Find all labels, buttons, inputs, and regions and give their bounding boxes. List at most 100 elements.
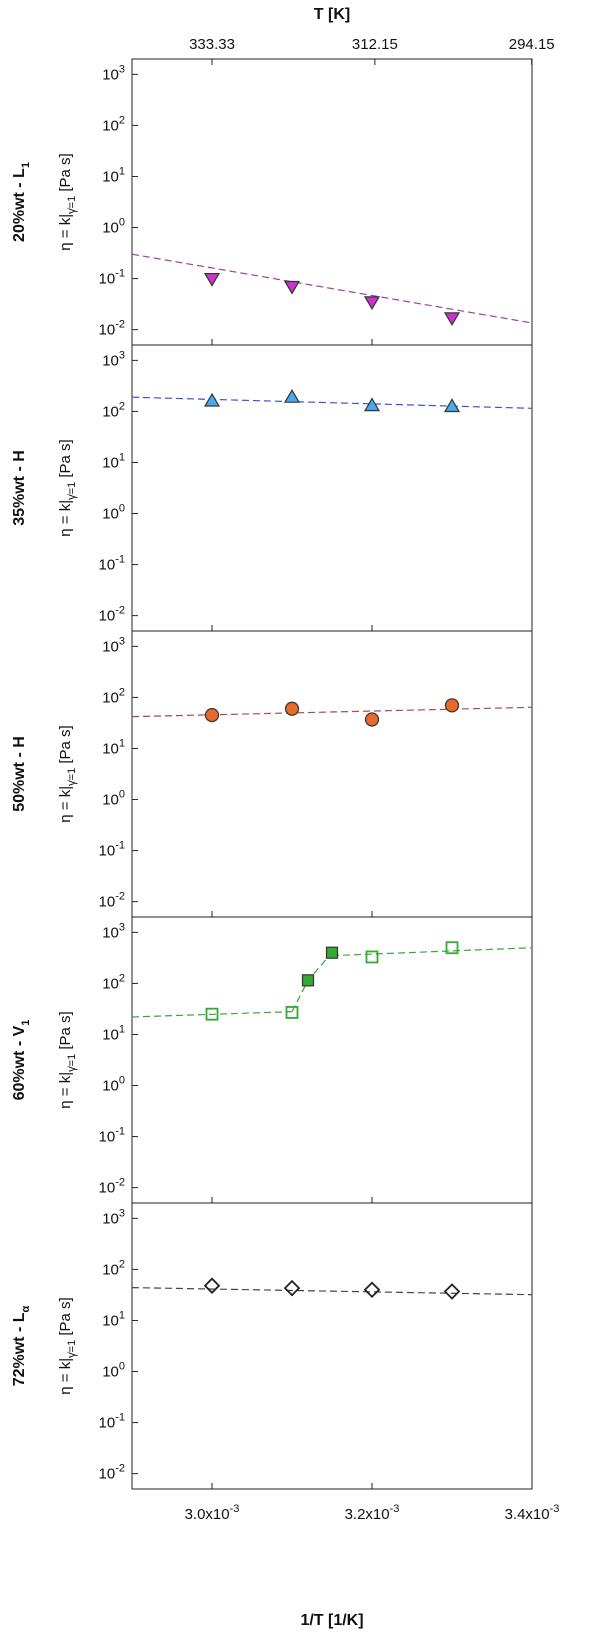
y-tick-label: 102	[102, 1258, 125, 1278]
panel-frame	[131, 1202, 533, 1490]
panel-series-label: 72%wt - Lα	[11, 1305, 32, 1386]
y-tick-exponent: 0	[119, 503, 125, 515]
fit-line	[131, 396, 533, 409]
panel-frame	[131, 630, 533, 918]
y-tick-exponent: -1	[115, 1126, 125, 1138]
panels-layer: 333.33 312.15 294.1510-210-1100101102103η …	[11, 36, 559, 1523]
y-tick-exponent: 1	[119, 737, 125, 749]
data-point	[443, 1283, 461, 1300]
y-tick-base: 10	[102, 689, 119, 706]
y-tick-exponent: -1	[115, 268, 125, 280]
y-tick-base: 10	[99, 894, 116, 911]
y-tick-exponent: 1	[119, 1309, 125, 1321]
panel-series-label: 50%wt - H	[11, 736, 28, 812]
panel-series-label-main: 20%wt - L	[11, 168, 28, 242]
fit-line	[131, 253, 533, 324]
data-point	[203, 392, 221, 407]
data-point	[363, 296, 381, 311]
top-axis-tick-label: 333.33	[189, 36, 235, 53]
y-tick-exponent: 2	[119, 400, 125, 412]
y-tick-base: 10	[102, 1078, 119, 1095]
y-tick-exponent: -1	[115, 1412, 125, 1424]
panel-series-label: 60%wt - V1	[11, 1020, 32, 1101]
y-axis-label-subscript: γ̇=1	[66, 1340, 78, 1358]
y-tick-exponent: 2	[119, 686, 125, 698]
x-tick-mantissa: 3.0x10	[185, 1506, 230, 1523]
data-point	[364, 712, 380, 727]
y-tick-label: 101	[102, 451, 125, 471]
y-tick-base: 10	[99, 843, 116, 860]
y-tick-label: 10-2	[99, 605, 125, 625]
x-tick-exponent: -3	[550, 1503, 560, 1515]
y-tick-label: 10-2	[99, 1177, 125, 1197]
x-tick-mantissa: 3.4x10	[505, 1506, 550, 1523]
y-tick-base: 10	[102, 1026, 119, 1043]
y-tick-base: 10	[102, 506, 119, 523]
y-axis-label: η = k|γ̇=1 [Pa s]	[57, 725, 78, 822]
data-point	[205, 1007, 219, 1021]
y-tick-exponent: -2	[115, 891, 125, 903]
x-tick-label: 3.0x10-3	[185, 1503, 240, 1523]
panel-series-label-subscript: α	[20, 1305, 32, 1312]
y-tick-exponent: 2	[119, 1258, 125, 1270]
panel-series-label-main: 50%wt - H	[11, 736, 28, 812]
y-tick-label: 100	[102, 1361, 125, 1381]
fit-line	[131, 706, 533, 718]
top-axis-tick-label: 294.15	[509, 36, 555, 53]
y-axis-label-subscript: γ̇=1	[66, 482, 78, 500]
x-tick-exponent: -3	[390, 1503, 400, 1515]
y-tick-base: 10	[102, 454, 119, 471]
top-axis-tick-label: 312.15	[352, 36, 398, 53]
data-point	[365, 950, 379, 964]
y-tick-exponent: -2	[115, 319, 125, 331]
data-point	[203, 1277, 221, 1294]
data-point	[203, 272, 221, 287]
y-tick-exponent: -2	[115, 1463, 125, 1475]
y-tick-label: 102	[102, 972, 125, 992]
y-axis-label-prefix: η = k|	[57, 500, 74, 537]
top-axis-title: T [K]	[314, 6, 350, 23]
y-tick-exponent: 1	[119, 1023, 125, 1035]
y-tick-label: 103	[102, 635, 125, 655]
data-point	[443, 398, 461, 413]
y-tick-label: 103	[102, 63, 125, 83]
y-tick-base: 10	[99, 1129, 116, 1146]
fit-line	[131, 1287, 533, 1296]
panel-series-label-main: 72%wt - L	[11, 1312, 28, 1386]
y-tick-base: 10	[102, 975, 119, 992]
y-tick-base: 10	[99, 608, 116, 625]
y-tick-base: 10	[99, 271, 116, 288]
y-tick-label: 10-2	[99, 1463, 125, 1483]
y-tick-exponent: -2	[115, 1177, 125, 1189]
y-axis-label-subscript: γ̇=1	[66, 768, 78, 786]
x-tick-mantissa: 3.2x10	[345, 1506, 390, 1523]
y-axis-label: η = k|γ̇=1 [Pa s]	[57, 1297, 78, 1394]
y-tick-exponent: 3	[119, 63, 125, 75]
y-tick-label: 103	[102, 349, 125, 369]
x-tick-label: 3.4x10-3	[505, 1503, 560, 1523]
fit-line	[131, 1011, 293, 1018]
y-tick-label: 10-1	[99, 554, 125, 574]
y-tick-label: 10-1	[99, 268, 125, 288]
data-point-filled	[301, 974, 315, 987]
y-tick-base: 10	[99, 557, 116, 574]
y-axis-label-suffix: [Pa s]	[57, 1297, 74, 1340]
y-tick-exponent: 2	[119, 972, 125, 984]
y-tick-exponent: 0	[119, 217, 125, 229]
y-axis-label-subscript: γ̇=1	[66, 196, 78, 214]
y-tick-exponent: 1	[119, 165, 125, 177]
y-tick-exponent: -1	[115, 554, 125, 566]
y-tick-exponent: -2	[115, 605, 125, 617]
y-tick-label: 100	[102, 1075, 125, 1095]
y-tick-base: 10	[102, 117, 119, 134]
panel-series-label: 35%wt - H	[11, 450, 28, 526]
y-tick-exponent: 0	[119, 789, 125, 801]
y-tick-base: 10	[99, 1415, 116, 1432]
y-tick-label: 102	[102, 400, 125, 420]
y-tick-exponent: 3	[119, 1207, 125, 1219]
x-axis-title: 1/T [1/K]	[300, 1612, 363, 1629]
data-point	[284, 701, 300, 716]
